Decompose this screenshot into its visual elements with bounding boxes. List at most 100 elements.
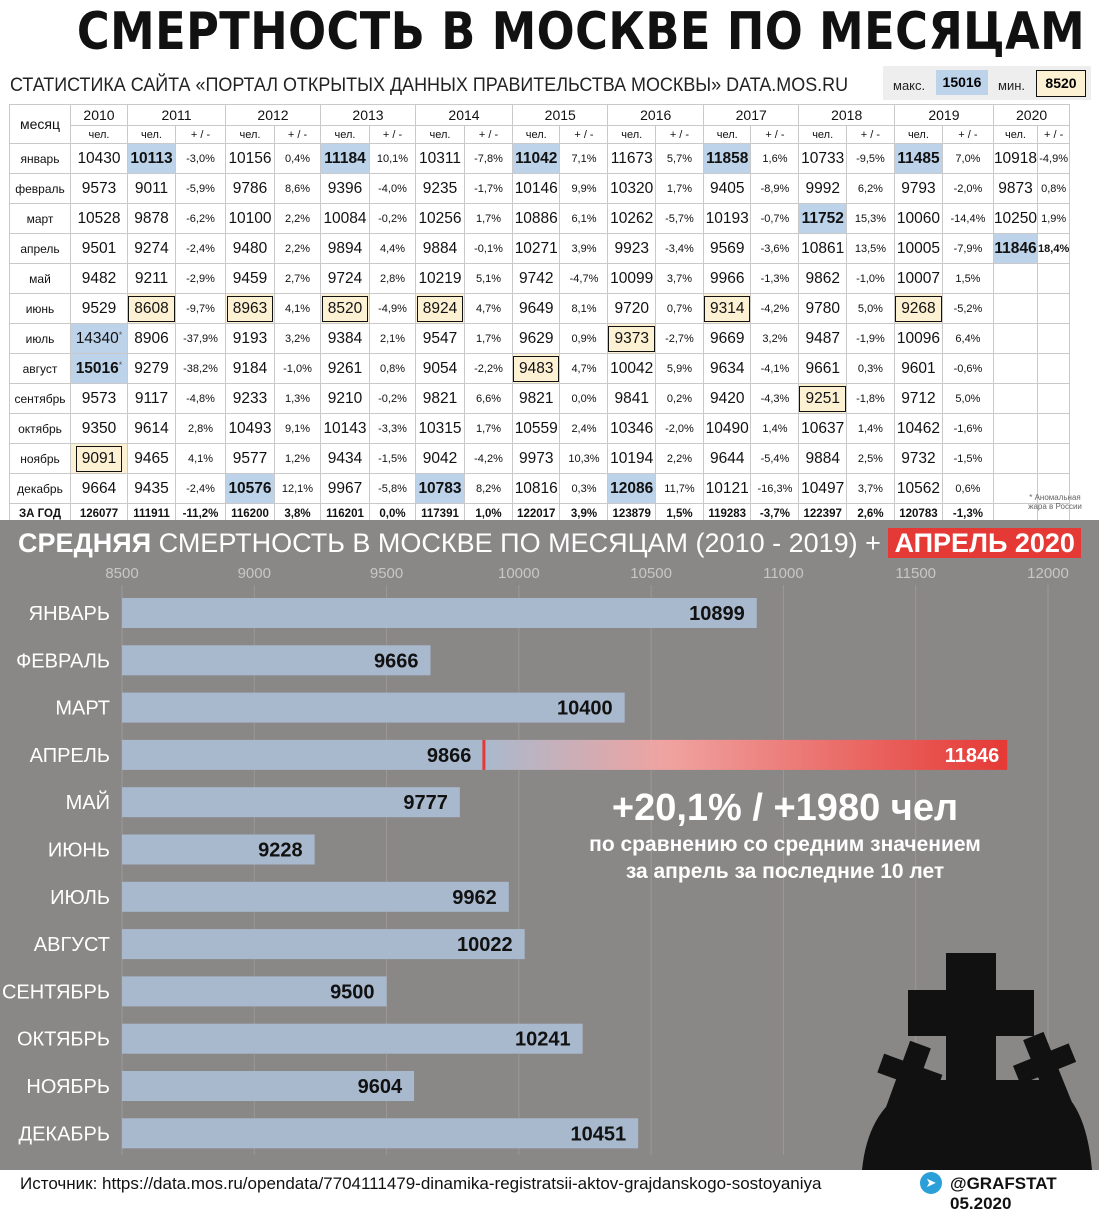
category-label: ОКТЯБРЬ xyxy=(17,1029,110,1051)
legend-min-value: 8520 xyxy=(1036,70,1086,97)
delta-value: 5,0% xyxy=(941,383,994,414)
people-number: 8520 xyxy=(321,295,369,322)
people-number: 9634 xyxy=(709,359,745,377)
people-number: 9091 xyxy=(75,445,123,472)
people-value: 9712 xyxy=(893,383,943,414)
people-value: 10060 xyxy=(893,203,943,234)
people-value: 9184 xyxy=(225,353,275,384)
people-value: 12086 xyxy=(607,473,656,504)
people-number: 8608 xyxy=(128,295,175,322)
delta-value: 8,1% xyxy=(559,293,609,324)
people-value: 10816 xyxy=(511,473,561,504)
people-number: 9614 xyxy=(134,419,169,437)
table-row: октябрь 9350 9614 2,8% 10493 9,1% 10143 -3,3% 10… xyxy=(9,413,1071,444)
people-number: 9841 xyxy=(614,389,649,407)
year-header: 2018 xyxy=(798,104,895,126)
people-number: 9862 xyxy=(805,269,840,287)
people-value: 9091 xyxy=(70,443,128,474)
people-number: 9233 xyxy=(232,389,268,407)
month-name: январь xyxy=(9,143,71,174)
delta-value: 2,1% xyxy=(369,323,416,354)
delta-value: -38,2% xyxy=(175,353,226,384)
year-header: 2015 xyxy=(511,104,609,126)
people-value: 10194 xyxy=(607,443,656,474)
people-number: 8963 xyxy=(226,295,274,322)
delta-value: -2,9% xyxy=(175,263,226,294)
delta-value: 3,7% xyxy=(845,473,895,504)
delta-value: 10,3% xyxy=(559,443,609,474)
people-number: 9884 xyxy=(422,239,458,257)
people-number: 9210 xyxy=(327,389,363,407)
people-number: 9373 xyxy=(608,325,655,352)
delta-value xyxy=(1037,413,1071,444)
people-number: 9573 xyxy=(81,389,117,407)
people-number: 9042 xyxy=(422,449,458,467)
people-value: 9501 xyxy=(70,233,128,264)
delta-value: 4,7% xyxy=(464,293,513,324)
people-value: 9487 xyxy=(798,323,847,354)
people-number: 10311 xyxy=(419,149,461,167)
delta-value: 8,2% xyxy=(464,473,513,504)
people-value: 10918 xyxy=(992,143,1039,174)
people-number: 9261 xyxy=(327,359,363,377)
month-name: сентябрь xyxy=(9,383,71,414)
people-value: 9967 xyxy=(320,473,370,504)
delta-value: 2,2% xyxy=(274,233,321,264)
total-delta: 3,8% xyxy=(274,503,321,525)
people-number: 9661 xyxy=(805,359,840,377)
delta-value: 0,8% xyxy=(369,353,416,384)
delta-value: -1,5% xyxy=(941,443,994,474)
people-value: 9482 xyxy=(70,263,128,294)
total-value: 122397 xyxy=(798,503,847,525)
people-number: 9396 xyxy=(327,179,363,197)
delta-value: -8,9% xyxy=(750,173,800,204)
people-value: 10497 xyxy=(798,473,847,504)
delta-value: 2,7% xyxy=(274,263,321,294)
chart-title-rest: СМЕРТНОСТЬ В МОСКВЕ ПО МЕСЯЦАМ (2010 - 2… xyxy=(158,528,881,558)
col-delta-header: + / - xyxy=(559,125,609,144)
people-value: 9661 xyxy=(798,353,847,384)
bar xyxy=(122,692,625,723)
people-number: 10346 xyxy=(610,419,654,437)
delta-value: 1,5% xyxy=(941,263,994,294)
delta-value xyxy=(1037,293,1071,324)
people-value: 9629 xyxy=(511,323,561,354)
people-number: 9501 xyxy=(81,239,117,257)
people-number: 9211 xyxy=(134,269,169,287)
delta-value: -4,1% xyxy=(750,353,800,384)
bar xyxy=(122,881,509,912)
people-number: 9482 xyxy=(81,269,117,287)
col-people-header: чел. xyxy=(415,125,465,144)
bar xyxy=(122,1071,415,1101)
people-number: 10462 xyxy=(896,419,940,437)
people-value: 9720 xyxy=(607,293,656,324)
people-value: 10007 xyxy=(893,263,943,294)
people-value: 8520 xyxy=(320,293,370,324)
people-value: 10156 xyxy=(225,143,275,174)
table-row: март 10528 9878 -6,2% 10100 2,2% 10084 -0,2% 102… xyxy=(9,203,1071,234)
col-people-header: чел. xyxy=(127,125,176,144)
people-value: 10861 xyxy=(798,233,847,264)
table-row: июль 14340* 8906 -37,9% 9193 3,2% 9384 2,1% 9547… xyxy=(9,323,1071,354)
people-value: 10219 xyxy=(415,263,465,294)
month-name: март xyxy=(9,203,71,234)
people-number: 9569 xyxy=(709,239,745,257)
delta-value: -5,2% xyxy=(941,293,994,324)
delta-value: 18,4% xyxy=(1037,233,1071,264)
people-number: 9483 xyxy=(513,355,559,382)
asterisk-mark: * xyxy=(118,359,123,370)
data-label: 9604 xyxy=(358,1076,403,1098)
people-value: 10430 xyxy=(70,143,128,174)
people-value: 11752 xyxy=(798,203,847,234)
people-value: 10490 xyxy=(702,413,752,444)
people-value xyxy=(992,473,1039,504)
delta-value: -3,0% xyxy=(175,143,226,174)
annotation-sub2: за апрель за последние 10 лет xyxy=(626,860,944,883)
x-tick-label: 8500 xyxy=(105,565,138,582)
people-value: 10096 xyxy=(893,323,943,354)
category-label: МАРТ xyxy=(55,698,110,720)
people-value: 9211 xyxy=(127,263,176,294)
people-number: 10315 xyxy=(418,419,462,437)
delta-value: 1,7% xyxy=(464,203,513,234)
year-header: 2017 xyxy=(702,104,800,126)
